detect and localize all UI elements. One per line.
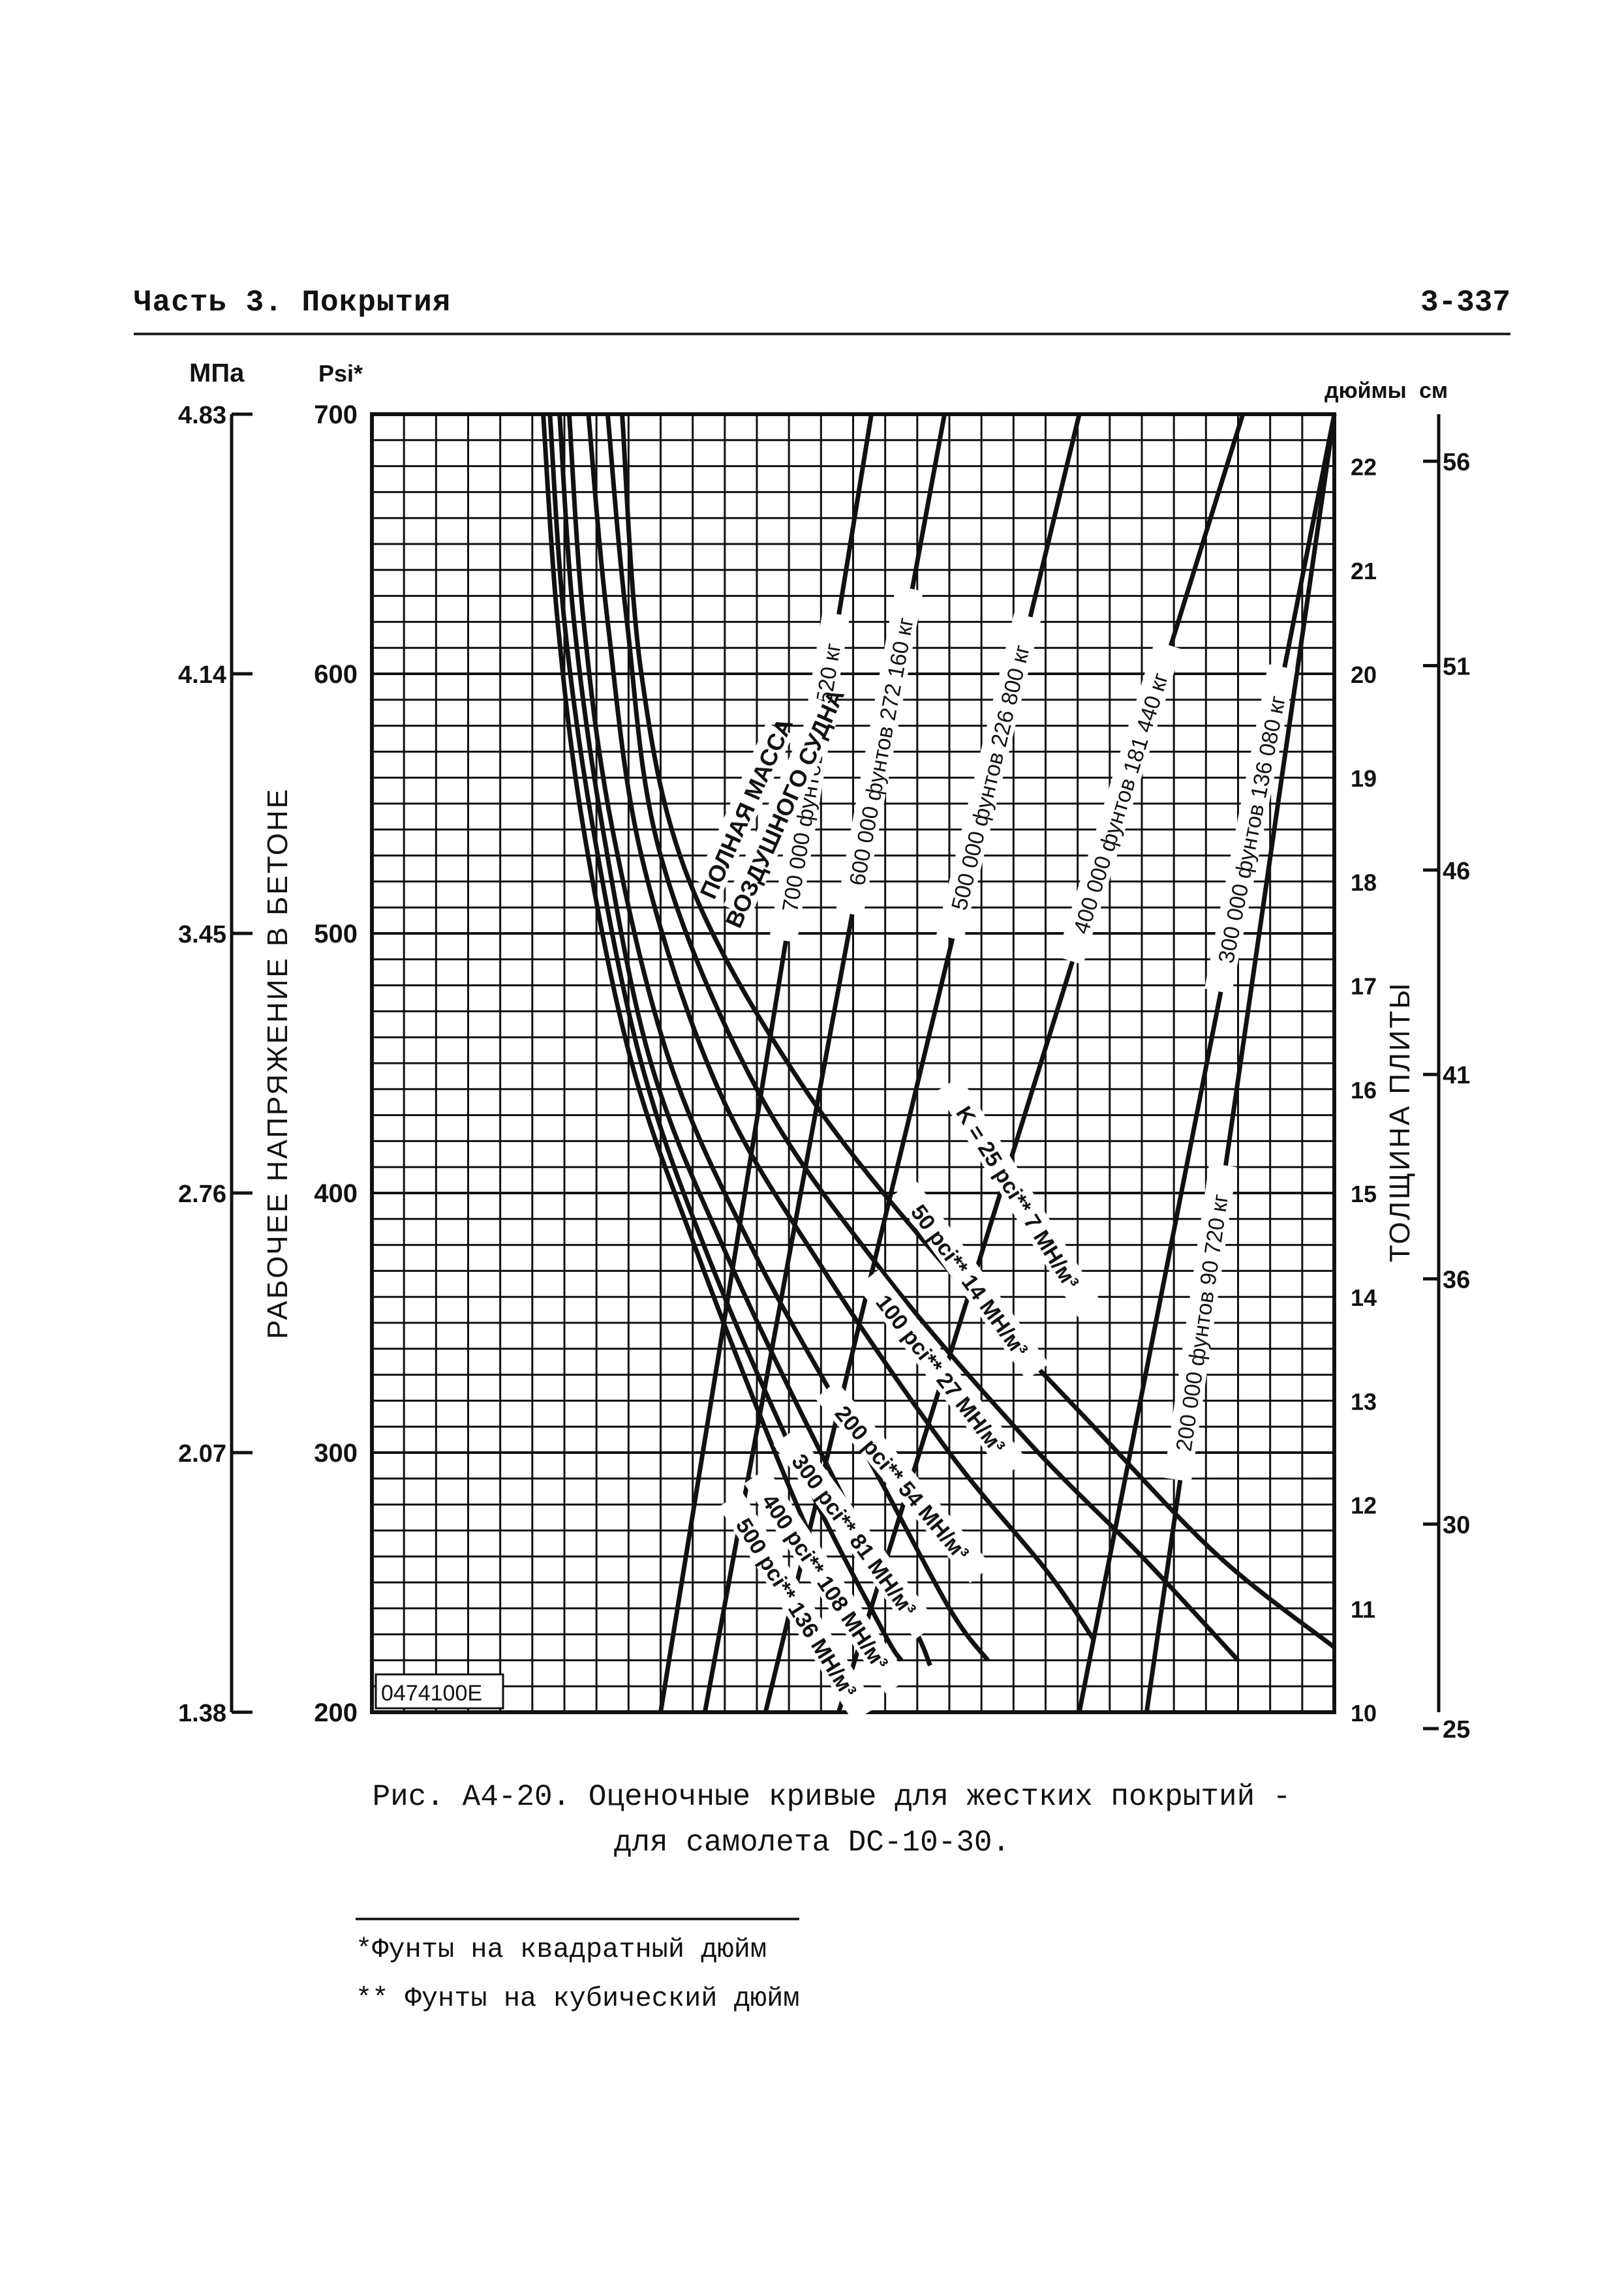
weight-line [1144, 414, 1337, 1713]
k-curve [586, 414, 1096, 1641]
psi-tick-label: 300 [314, 1439, 358, 1468]
inch-tick-label: 14 [1351, 1284, 1377, 1311]
mpa-tick-label: 2.07 [178, 1440, 226, 1468]
section-title: Часть 3. Покрытия [134, 286, 452, 320]
inch-unit: дюймы [1325, 378, 1407, 403]
inch-tick-label: 13 [1351, 1388, 1377, 1415]
cm-tick-label: 25 [1443, 1716, 1470, 1744]
inch-tick-label: 22 [1351, 454, 1377, 481]
k-curve [620, 414, 1336, 1650]
inch-tick-label: 16 [1351, 1077, 1377, 1104]
figure-caption: Рис. А4-20. Оценочные кривые для жестких… [0, 1774, 1624, 1865]
k-curve-label-bg [857, 1269, 1027, 1477]
k-curve-label-bg [815, 1381, 992, 1584]
k-curve-label-bg [936, 1076, 1102, 1318]
psi-tick-label: 700 [314, 400, 358, 429]
weight-line [1077, 414, 1337, 1713]
y-axis-title: РАБОЧЕЕ НАПРЯЖЕНИЕ В БЕТОНЕ [262, 787, 294, 1339]
cm-unit: см [1419, 378, 1448, 403]
footnote-psi: *Фунты на квадратный дюйм [356, 1934, 767, 1965]
psi-tick-label: 200 [314, 1699, 358, 1727]
inch-tick-label: 10 [1351, 1700, 1377, 1727]
inch-tick-label: 12 [1351, 1492, 1377, 1519]
thickness-axis-title: ТОЛЩИНА ПЛИТЫ [1384, 982, 1416, 1263]
caption-line-1: Рис. А4-20. Оценочные кривые для жестких… [372, 1780, 1291, 1814]
inch-tick-label: 18 [1351, 869, 1377, 896]
page-header: Часть 3. Покрытия 3-337 [134, 286, 1510, 335]
chart-axes: МПа 1.38 2.07 2.76 3.45 4.14 4.83 Psi* 200 300 400… [178, 359, 1470, 1744]
weight-line-label-bg [1056, 641, 1182, 965]
k-curve-label-bg [744, 1468, 910, 1694]
weight-group-label-1-bg [696, 723, 793, 893]
k-curve-label-bg [773, 1428, 938, 1640]
page-number: 3-337 [1420, 286, 1510, 320]
caption-line-2: для самолета DC-10-30. [613, 1826, 1011, 1860]
k-curve-label-bg [718, 1492, 877, 1722]
k-curves [541, 414, 1336, 1667]
inch-tick-label: 21 [1351, 558, 1377, 584]
mpa-tick-label: 3.45 [178, 921, 226, 948]
psi-tick-label: 400 [314, 1179, 358, 1208]
cm-tick-label: 30 [1443, 1512, 1470, 1539]
weight-line-label-bg [836, 586, 923, 916]
cm-tick-label: 36 [1443, 1267, 1470, 1294]
weight-line-label-bg [936, 612, 1041, 941]
k-curve [566, 414, 990, 1662]
mpa-tick-label: 4.83 [178, 402, 226, 429]
k-curve [547, 414, 904, 1662]
weight-line-label-bg [1163, 1163, 1237, 1482]
footnote-rule [356, 1918, 799, 1920]
k-curve-label-bg [893, 1179, 1049, 1380]
mpa-tick-label: 4.14 [178, 661, 226, 689]
weight-group-label-2-bg [723, 697, 843, 918]
cm-tick-label: 41 [1443, 1062, 1470, 1089]
cm-tick-label: 56 [1443, 449, 1470, 476]
inch-tick-label: 17 [1351, 973, 1377, 1000]
inch-tick-label: 19 [1351, 765, 1377, 792]
psi-tick-label: 500 [314, 920, 358, 948]
inch-tick-label: 11 [1351, 1596, 1375, 1623]
mpa-tick-label: 1.38 [178, 1700, 226, 1727]
psi-unit: Psi* [318, 360, 363, 387]
inch-tick-label: 20 [1351, 661, 1377, 688]
chart-code-box [375, 1673, 504, 1710]
chart-grid [370, 412, 1336, 1714]
chart-code: 0474100E [381, 1681, 482, 1706]
footnote-pci: ** Фунты на кубический дюйм [356, 1983, 800, 2014]
k-curve [605, 414, 1240, 1662]
weight-line-label-bg [1204, 664, 1296, 994]
cm-tick-label: 51 [1443, 653, 1470, 680]
inch-tick-label: 15 [1351, 1181, 1377, 1207]
cm-tick-label: 46 [1443, 858, 1470, 885]
mpa-tick-label: 2.76 [178, 1181, 226, 1208]
psi-tick-label: 600 [314, 660, 358, 689]
mpa-unit: МПа [189, 359, 245, 387]
